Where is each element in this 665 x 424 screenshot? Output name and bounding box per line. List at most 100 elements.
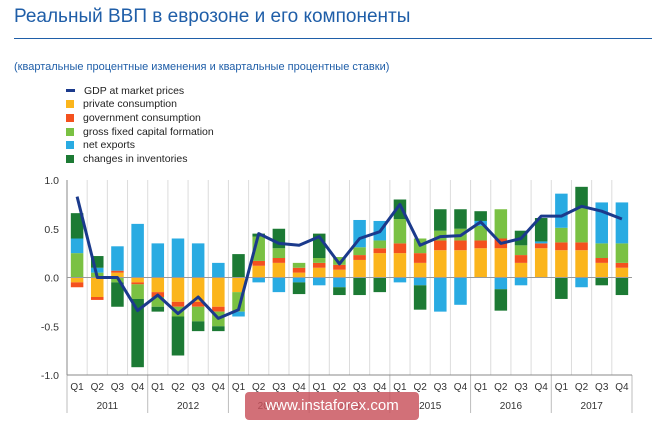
x-tick-label: Q2 <box>171 382 185 393</box>
x-tick-label: Q3 <box>111 382 125 393</box>
bar-segment <box>353 255 366 260</box>
bar-segment <box>131 223 144 278</box>
bar-segment <box>615 202 629 244</box>
bar-segment <box>534 241 548 244</box>
bar-segment <box>70 238 84 254</box>
bar-segment <box>292 277 306 283</box>
chart-legend: GDP at market prices private consumption g… <box>66 84 214 166</box>
legend-label: GDP at market prices <box>84 84 185 97</box>
x-tick-label: Q1 <box>474 382 488 393</box>
x-tick-label: Q4 <box>292 382 306 393</box>
bar-segment <box>555 227 568 243</box>
bar-segment <box>434 277 447 312</box>
x-tick-label: Q2 <box>252 382 266 393</box>
y-tick-label: -1.0 <box>41 370 59 382</box>
bar-segment <box>151 306 165 312</box>
bar-segment <box>191 321 205 332</box>
bar-segment <box>292 282 306 295</box>
watermark: www.instaforex.com <box>245 392 419 420</box>
bar-segment <box>413 277 427 286</box>
legend-label: changes in inventories <box>83 152 188 165</box>
y-tick-label: -0.5 <box>41 321 59 333</box>
x-tick-label: Q1 <box>70 382 84 393</box>
bar-segment <box>373 253 387 278</box>
bar-segment <box>555 250 568 278</box>
bar-segment <box>191 301 205 307</box>
bar-segment <box>131 282 144 285</box>
bar-segment <box>91 256 104 268</box>
legend-swatch <box>66 113 74 122</box>
x-tick-label: Q4 <box>535 382 549 393</box>
x-tick-label: Q1 <box>313 382 327 393</box>
title-divider <box>14 38 652 39</box>
bar-segment <box>70 253 84 278</box>
bar-segment <box>413 285 427 310</box>
bar-segment <box>212 262 225 278</box>
x-tick-label: Q3 <box>434 382 448 393</box>
x-tick-label: Q4 <box>131 382 145 393</box>
bar-segment <box>70 282 84 288</box>
bar-segment <box>312 258 326 263</box>
bar-segment <box>333 277 346 288</box>
bar-segment <box>292 272 306 278</box>
year-label: 2012 <box>177 401 200 412</box>
bar-segment <box>111 270 124 273</box>
bar-segment <box>615 262 629 268</box>
bar-segment <box>171 277 185 302</box>
bar-segment <box>595 262 608 278</box>
bar-segment <box>555 193 568 228</box>
bar-segment <box>494 209 508 239</box>
bar-segment <box>131 298 144 368</box>
bar-segment <box>575 250 588 278</box>
bar-segment <box>212 326 225 332</box>
bar-segment <box>212 306 225 312</box>
bar-segment <box>292 262 306 268</box>
bar-segment <box>111 272 124 278</box>
bar-segment <box>434 250 447 278</box>
bar-segment <box>272 258 286 263</box>
bar-segment <box>454 209 467 229</box>
year-label: 2015 <box>419 401 442 412</box>
bar-segment <box>595 277 608 286</box>
bar-segment <box>555 242 568 251</box>
bar-segment <box>333 287 346 296</box>
bar-segment <box>373 248 387 254</box>
bar-segment <box>252 265 265 278</box>
bar-segment <box>393 243 407 254</box>
bar-segment <box>494 277 508 290</box>
x-tick-label: Q3 <box>514 382 528 393</box>
chart-title: Реальный ВВП в еврозоне и его компоненты <box>14 6 411 27</box>
bar-segment <box>151 243 165 278</box>
x-tick-label: Q1 <box>555 382 569 393</box>
x-tick-label: Q3 <box>272 382 286 393</box>
bar-segment <box>494 248 508 278</box>
bar-segment <box>353 277 366 296</box>
bar-segment <box>413 253 427 263</box>
bar-segment <box>191 306 205 322</box>
x-tick-label: Q4 <box>212 382 226 393</box>
bar-segment <box>111 282 124 307</box>
legend-item: private consumption <box>66 98 214 112</box>
bar-segment <box>312 277 326 286</box>
bar-segment <box>575 186 588 209</box>
bar-segment <box>91 277 104 297</box>
bar-segment <box>171 301 185 307</box>
legend-label: gross fixed capital formation <box>83 125 214 138</box>
bar-segment <box>212 277 225 307</box>
legend-swatch <box>66 154 74 163</box>
year-label: 2017 <box>581 401 604 412</box>
bar-segment <box>454 240 467 251</box>
y-tick-label: 1.0 <box>44 175 59 187</box>
bar-segment <box>171 316 185 356</box>
legend-swatch <box>66 127 74 136</box>
bar-segment <box>575 242 588 251</box>
x-tick-label: Q4 <box>373 382 387 393</box>
bar-segment <box>70 277 84 283</box>
bar-segment <box>191 243 205 278</box>
bar-segment <box>555 277 568 299</box>
legend-item: changes in inventories <box>66 152 214 166</box>
bar-segment <box>534 248 548 278</box>
bar-segment <box>615 243 629 263</box>
bar-segment <box>474 211 487 221</box>
legend-swatch <box>66 100 74 109</box>
